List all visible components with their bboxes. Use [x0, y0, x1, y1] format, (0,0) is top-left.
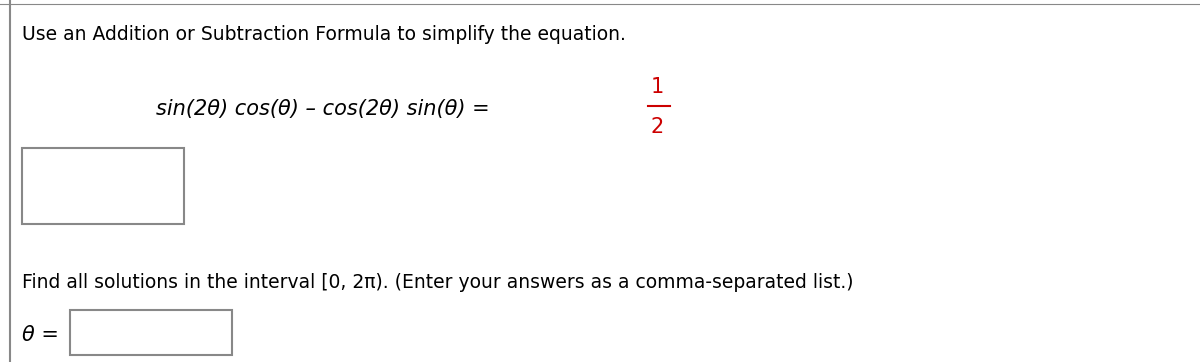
Text: 1: 1 — [650, 77, 665, 97]
FancyBboxPatch shape — [70, 310, 232, 355]
Text: Find all solutions in the interval [0, 2π). (Enter your answers as a comma-separ: Find all solutions in the interval [0, 2… — [22, 273, 853, 292]
Text: sin(2θ) cos(θ) – cos(2θ) sin(θ) =: sin(2θ) cos(θ) – cos(2θ) sin(θ) = — [156, 98, 497, 119]
Text: 2: 2 — [650, 117, 665, 138]
Text: θ =: θ = — [22, 325, 59, 345]
FancyBboxPatch shape — [22, 148, 184, 224]
Text: Use an Addition or Subtraction Formula to simplify the equation.: Use an Addition or Subtraction Formula t… — [22, 25, 625, 44]
